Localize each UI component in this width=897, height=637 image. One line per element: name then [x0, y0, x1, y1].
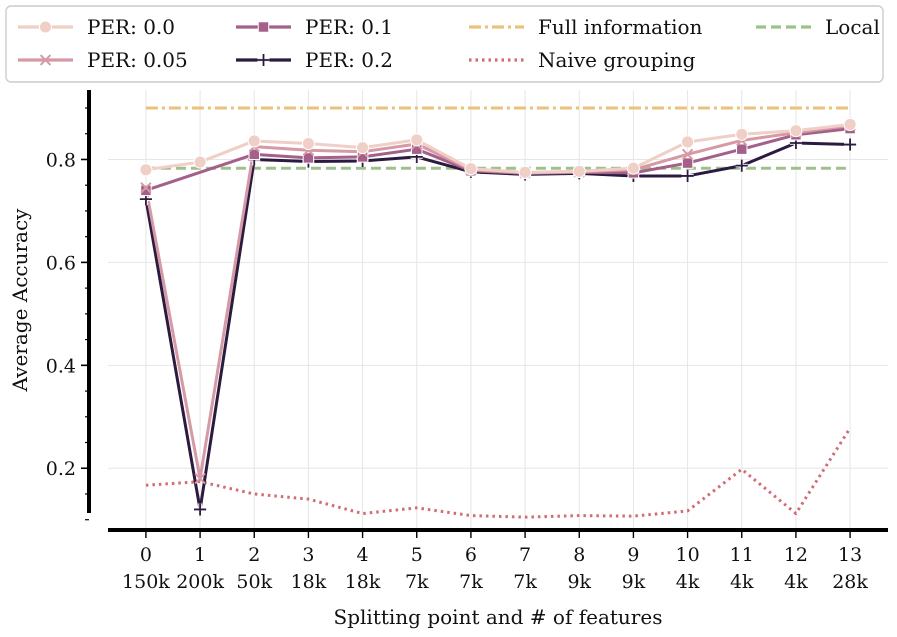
x-tick-sublabel: 200k — [176, 571, 224, 593]
x-tick-label: 3 — [302, 544, 314, 566]
data-point — [247, 134, 261, 148]
legend-marker — [257, 53, 270, 67]
x-tick-sublabel: 4k — [676, 571, 700, 593]
data-point — [735, 127, 749, 141]
y-tick-label: 0.4 — [46, 355, 76, 377]
x-tick-label: 6 — [465, 544, 477, 566]
legend-frame — [5, 5, 884, 83]
tick-labels: 0.2 0.4 0.6 0.8 0 150k 1 200k 2 50k 3 18k 4 18k 5 7k 6 7k… — [46, 149, 869, 593]
data-point — [518, 165, 532, 179]
data-point — [626, 161, 640, 175]
legend-entry: Naive grouping — [469, 48, 696, 72]
x-tick-label: 11 — [730, 544, 754, 566]
data-point — [572, 164, 586, 178]
legend: PER: 0.0 PER: 0.05 PER: 0.1 PER: 0.2 Full in… — [5, 5, 884, 83]
legend-entry: Local — [756, 15, 880, 39]
data-point — [464, 162, 478, 176]
x-axis-label: Splitting point and # of features — [334, 605, 663, 629]
series-lines — [144, 106, 852, 519]
legend-entry: PER: 0.2 — [236, 48, 393, 72]
x-tick-label: 10 — [675, 544, 699, 566]
x-tick-label: 12 — [784, 544, 808, 566]
series-line-3 — [144, 141, 851, 511]
data-point — [140, 182, 152, 194]
x-tick-label: 1 — [194, 544, 206, 566]
legend-marker — [39, 54, 52, 66]
data-point — [736, 143, 748, 155]
data-point — [681, 169, 694, 182]
legend-label: Local — [825, 15, 880, 39]
data-point — [194, 503, 207, 516]
data-point — [301, 136, 315, 151]
data-point — [139, 163, 153, 177]
x-tick-label: 4 — [357, 544, 369, 566]
x-tick-sublabel: 150k — [122, 571, 170, 593]
x-tick-sublabel: 4k — [730, 571, 754, 593]
legend-label: PER: 0.0 — [87, 15, 175, 39]
x-tick-sublabel: 7k — [459, 571, 483, 593]
data-point — [410, 133, 424, 147]
series-markers — [139, 117, 857, 516]
data-point — [843, 117, 857, 132]
y-tick-label: 0.8 — [46, 149, 76, 171]
y-axis-label: Average Accuracy — [8, 208, 32, 393]
x-tick-sublabel: 18k — [345, 571, 381, 593]
data-point — [194, 472, 206, 485]
data-point — [681, 148, 694, 160]
gridlines — [108, 90, 888, 530]
x-tick-label: 13 — [838, 544, 862, 566]
data-point — [302, 152, 315, 164]
series-line-5 — [145, 427, 852, 519]
x-tick-label: 5 — [411, 544, 423, 566]
data-point — [844, 138, 857, 151]
series-line-0 — [145, 122, 851, 174]
x-tick-sublabel: 9k — [567, 571, 591, 593]
data-point — [789, 124, 803, 138]
legend-entry: PER: 0.05 — [18, 48, 188, 72]
data-point — [356, 141, 370, 155]
legend-label: PER: 0.2 — [305, 48, 393, 72]
axes — [81, 90, 888, 538]
legend-label: Naive grouping — [538, 48, 696, 72]
x-tick-label: 2 — [248, 544, 260, 566]
legend-entry: Full information — [469, 15, 703, 39]
data-point — [681, 135, 695, 149]
x-tick-label: 8 — [573, 544, 585, 566]
data-point — [735, 159, 748, 172]
data-point — [681, 157, 694, 169]
x-tick-sublabel: 7k — [405, 571, 429, 593]
y-tick-label: 0.2 — [46, 458, 76, 480]
legend-label: PER: 0.1 — [305, 15, 393, 39]
x-tick-sublabel: 9k — [622, 571, 646, 593]
x-tick-sublabel: 4k — [784, 571, 808, 593]
x-tick-sublabel: 50k — [236, 571, 272, 593]
legend-entry: PER: 0.1 — [236, 15, 393, 39]
y-tick-label: 0.6 — [46, 252, 76, 274]
x-tick-label: 7 — [519, 544, 531, 566]
legend-entry: PER: 0.0 — [18, 15, 175, 39]
legend-label: Full information — [538, 15, 703, 39]
x-tick-sublabel: 18k — [291, 571, 327, 593]
x-tick-sublabel: 7k — [513, 571, 537, 593]
legend-marker — [257, 21, 270, 33]
x-tick-label: 9 — [627, 544, 639, 566]
data-point — [140, 184, 152, 197]
legend-label: PER: 0.05 — [87, 48, 188, 72]
data-point — [193, 155, 207, 169]
legend-marker — [38, 20, 53, 34]
data-point — [248, 148, 260, 161]
x-tick-label: 0 — [140, 544, 152, 566]
x-tick-sublabel: 28k — [832, 571, 868, 593]
